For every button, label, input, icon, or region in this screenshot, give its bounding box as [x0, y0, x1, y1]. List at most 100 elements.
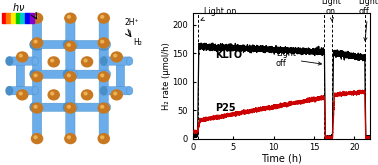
FancyBboxPatch shape [67, 40, 107, 49]
Ellipse shape [99, 41, 108, 45]
FancyBboxPatch shape [99, 76, 108, 106]
Ellipse shape [33, 107, 42, 111]
Ellipse shape [30, 70, 37, 78]
Circle shape [34, 136, 37, 139]
FancyBboxPatch shape [9, 87, 35, 95]
Ellipse shape [33, 41, 42, 45]
Bar [16, 13, 20, 23]
Bar [6, 13, 11, 23]
Circle shape [82, 57, 93, 67]
Ellipse shape [66, 41, 75, 45]
Circle shape [48, 57, 59, 67]
Ellipse shape [33, 16, 42, 20]
FancyBboxPatch shape [33, 70, 74, 78]
Circle shape [17, 52, 28, 62]
Ellipse shape [32, 57, 39, 65]
Ellipse shape [32, 87, 39, 95]
Circle shape [111, 90, 122, 100]
Circle shape [34, 74, 37, 77]
FancyBboxPatch shape [9, 57, 35, 65]
Text: Light
on: Light on [321, 0, 341, 22]
FancyBboxPatch shape [33, 103, 74, 111]
FancyBboxPatch shape [66, 76, 75, 106]
Circle shape [111, 52, 122, 62]
Circle shape [98, 13, 109, 23]
Circle shape [101, 136, 104, 139]
Ellipse shape [33, 137, 42, 141]
Ellipse shape [101, 57, 107, 65]
Circle shape [34, 16, 37, 18]
Text: KLTO: KLTO [215, 50, 243, 60]
Circle shape [65, 103, 76, 113]
Circle shape [31, 72, 43, 82]
Ellipse shape [66, 74, 75, 78]
FancyBboxPatch shape [116, 59, 125, 89]
Bar [25, 13, 29, 23]
Ellipse shape [116, 87, 125, 91]
Text: P25: P25 [215, 103, 236, 113]
Circle shape [67, 16, 70, 18]
Circle shape [17, 90, 28, 100]
Ellipse shape [99, 104, 108, 108]
FancyBboxPatch shape [66, 43, 75, 73]
FancyBboxPatch shape [67, 103, 107, 111]
Ellipse shape [6, 87, 12, 95]
X-axis label: Time (h): Time (h) [261, 154, 302, 164]
Ellipse shape [126, 87, 133, 95]
Ellipse shape [99, 107, 108, 111]
Ellipse shape [64, 70, 70, 78]
Ellipse shape [6, 57, 12, 65]
FancyBboxPatch shape [33, 18, 42, 48]
FancyBboxPatch shape [104, 87, 130, 95]
FancyBboxPatch shape [33, 76, 42, 106]
Ellipse shape [30, 103, 37, 111]
Circle shape [101, 16, 104, 18]
Circle shape [98, 72, 109, 82]
Ellipse shape [99, 16, 108, 20]
Ellipse shape [66, 104, 75, 108]
Ellipse shape [33, 46, 42, 50]
FancyBboxPatch shape [67, 70, 107, 78]
Ellipse shape [30, 40, 37, 49]
Ellipse shape [101, 87, 107, 95]
Ellipse shape [16, 58, 25, 61]
FancyBboxPatch shape [33, 43, 42, 73]
Text: Light
off: Light off [358, 0, 378, 41]
Ellipse shape [71, 70, 77, 78]
Ellipse shape [126, 57, 133, 65]
Ellipse shape [16, 87, 25, 91]
Text: Light
off: Light off [276, 49, 322, 68]
FancyBboxPatch shape [66, 109, 75, 139]
Ellipse shape [116, 58, 125, 61]
FancyBboxPatch shape [66, 18, 75, 48]
Ellipse shape [104, 103, 111, 111]
Ellipse shape [33, 104, 42, 108]
Circle shape [31, 134, 43, 144]
FancyBboxPatch shape [33, 109, 42, 139]
Circle shape [65, 41, 76, 51]
Ellipse shape [66, 137, 75, 141]
Ellipse shape [33, 74, 42, 78]
Circle shape [31, 103, 43, 113]
Circle shape [101, 40, 104, 43]
Circle shape [48, 90, 59, 100]
Bar [2, 13, 6, 23]
Circle shape [34, 105, 37, 108]
Y-axis label: H₂ rate (μmol/h): H₂ rate (μmol/h) [162, 42, 171, 110]
FancyBboxPatch shape [99, 109, 108, 139]
Ellipse shape [71, 40, 77, 49]
Circle shape [98, 103, 109, 113]
Circle shape [67, 74, 70, 77]
Bar [11, 13, 16, 23]
FancyBboxPatch shape [104, 57, 130, 65]
Circle shape [84, 92, 87, 95]
Ellipse shape [99, 71, 108, 75]
FancyBboxPatch shape [33, 40, 74, 49]
Ellipse shape [66, 71, 75, 75]
Circle shape [98, 134, 109, 144]
Text: 2H⁺: 2H⁺ [124, 18, 139, 27]
Circle shape [31, 38, 43, 48]
Circle shape [51, 59, 54, 62]
FancyBboxPatch shape [99, 18, 108, 48]
Text: H₂: H₂ [133, 38, 142, 47]
